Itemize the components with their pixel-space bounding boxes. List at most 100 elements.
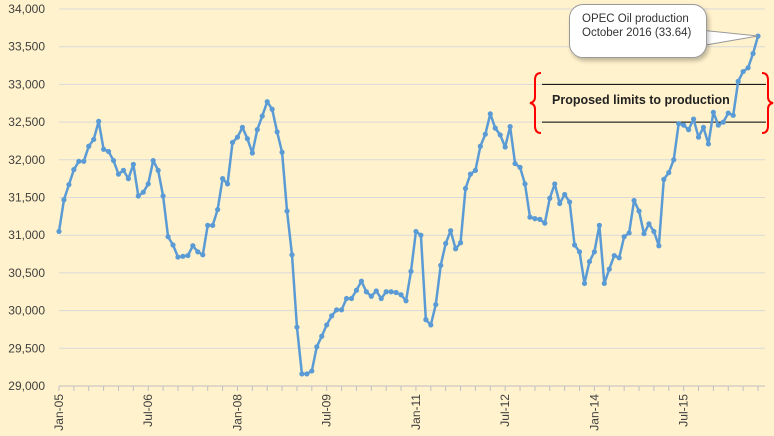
data-point xyxy=(671,157,677,163)
data-point xyxy=(81,158,87,164)
data-point xyxy=(234,134,241,140)
data-point xyxy=(611,252,617,259)
data-point xyxy=(552,181,558,187)
data-point xyxy=(695,134,702,140)
data-point xyxy=(512,160,518,167)
data-point xyxy=(720,119,726,125)
data-point xyxy=(646,221,652,227)
data-point xyxy=(601,280,607,287)
data-point xyxy=(700,124,707,130)
x-tick-label: Jan-14 xyxy=(587,394,601,431)
data-point xyxy=(215,206,221,213)
data-point xyxy=(725,110,731,116)
data-point xyxy=(715,122,721,128)
y-tick-label: 30,500 xyxy=(8,266,45,280)
data-point xyxy=(105,148,112,155)
data-point xyxy=(527,214,533,220)
data-point xyxy=(685,127,692,133)
data-point xyxy=(140,189,146,195)
data-point xyxy=(190,243,196,249)
data-point xyxy=(195,249,201,255)
data-point xyxy=(259,113,265,119)
data-point xyxy=(294,324,300,330)
data-point xyxy=(730,112,736,118)
data-point xyxy=(448,228,454,234)
data-point xyxy=(244,136,250,142)
data-point xyxy=(418,232,424,238)
x-axis: Jan-05 Jul-06 Jan-08 Jul-09 Jan-11 Jul-12 Jan-… xyxy=(52,385,765,431)
data-point xyxy=(606,266,612,272)
data-point xyxy=(319,333,325,339)
data-point xyxy=(120,167,127,173)
data-point xyxy=(358,278,365,284)
data-point xyxy=(403,298,409,304)
data-point xyxy=(467,171,474,177)
data-point xyxy=(621,234,627,240)
data-point xyxy=(497,132,503,138)
data-point xyxy=(393,289,399,296)
data-point xyxy=(661,176,667,183)
data-point xyxy=(591,249,598,255)
data-point xyxy=(616,255,622,261)
x-tick-label: Jul-09 xyxy=(320,394,334,427)
data-point xyxy=(626,230,632,236)
data-point xyxy=(348,295,355,302)
data-point xyxy=(571,242,578,248)
data-point xyxy=(368,293,374,299)
data-point xyxy=(681,122,687,128)
data-point xyxy=(690,116,697,122)
data-point xyxy=(334,307,340,313)
data-point xyxy=(388,289,394,295)
series-opec-production xyxy=(56,33,761,377)
callout-line-2: October 2016 (33.64) xyxy=(582,27,692,39)
data-point xyxy=(477,143,483,149)
limits-label: Proposed limits to production xyxy=(552,93,730,107)
data-point xyxy=(254,127,260,133)
data-point xyxy=(428,322,434,328)
data-point xyxy=(185,252,191,259)
data-point xyxy=(210,222,216,228)
data-point xyxy=(443,240,449,247)
proposed-limits-annotation xyxy=(529,72,774,134)
data-point xyxy=(438,262,444,268)
data-point xyxy=(180,253,186,259)
data-point xyxy=(492,125,498,131)
data-point xyxy=(338,307,345,313)
data-point xyxy=(219,176,226,182)
data-point xyxy=(462,185,469,192)
data-point xyxy=(413,228,419,235)
x-tick-label: Jul-06 xyxy=(141,394,155,427)
data-point xyxy=(205,222,211,228)
y-tick-label: 31,000 xyxy=(8,228,45,242)
data-point xyxy=(705,141,712,147)
y-tick-label: 33,500 xyxy=(8,40,45,54)
data-point xyxy=(651,228,657,235)
data-point xyxy=(740,68,746,75)
data-point xyxy=(373,288,379,294)
data-point xyxy=(507,124,513,130)
data-point xyxy=(160,193,166,199)
callout-line-1: OPEC Oil production xyxy=(582,13,689,25)
data-point xyxy=(274,129,280,135)
data-point xyxy=(264,99,270,105)
y-axis-ticks: 29,000 29,500 30,000 30,500 31,000 31,500 32,0… xyxy=(8,2,45,393)
data-point xyxy=(452,246,459,252)
data-point xyxy=(562,191,568,198)
data-point xyxy=(547,195,553,201)
data-point xyxy=(641,231,647,237)
data-point xyxy=(145,181,151,187)
data-point xyxy=(522,181,528,187)
data-point xyxy=(175,254,181,260)
data-point xyxy=(269,106,275,112)
data-point xyxy=(343,295,350,302)
data-point xyxy=(557,200,563,207)
data-point xyxy=(329,313,335,319)
data-point xyxy=(224,181,231,187)
data-point xyxy=(517,164,523,170)
data-point xyxy=(279,149,285,155)
data-point xyxy=(115,171,122,177)
data-point xyxy=(249,150,255,156)
data-point xyxy=(91,136,97,143)
x-tick-label: Jul-12 xyxy=(498,394,512,427)
